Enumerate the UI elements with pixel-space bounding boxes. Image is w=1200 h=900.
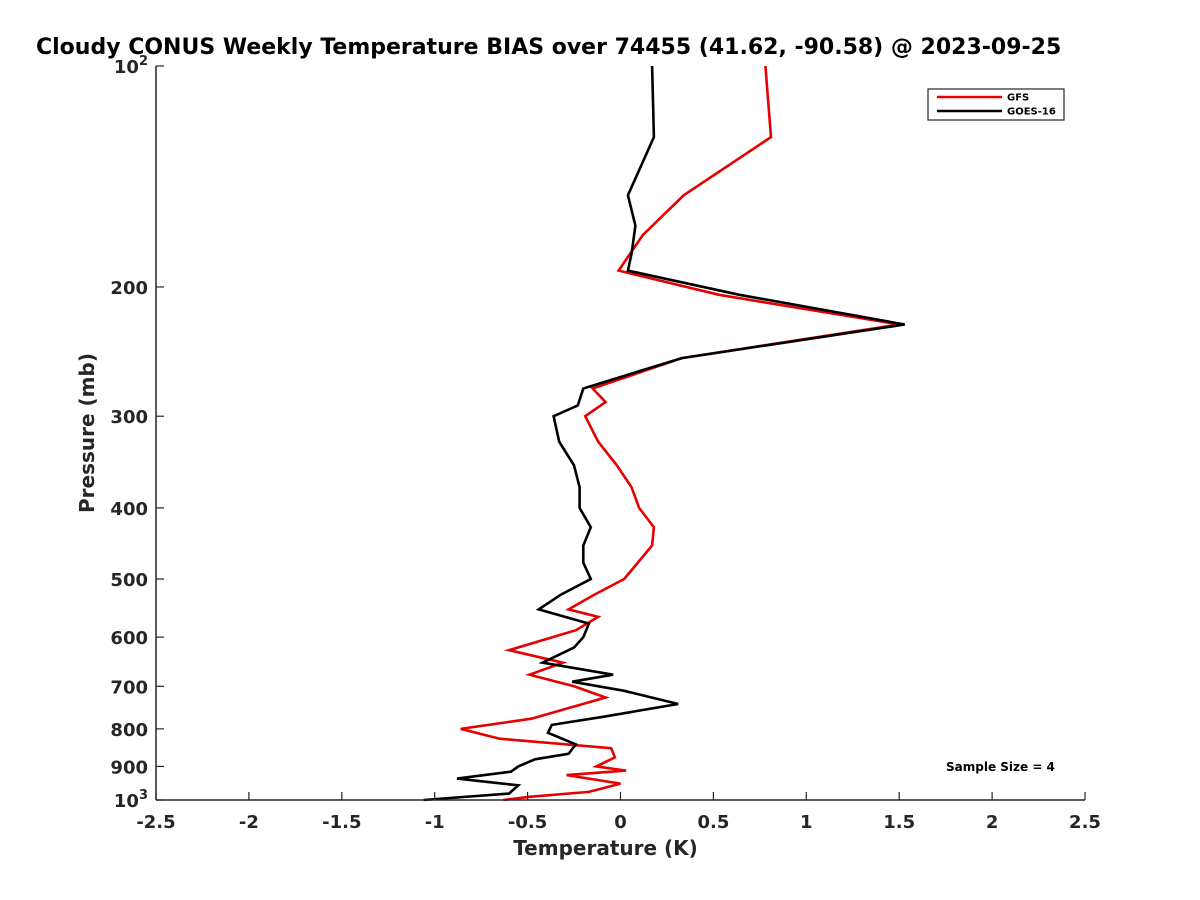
x-tick-label: 2.5 xyxy=(1069,812,1101,833)
sample-size-annotation: Sample Size = 4 xyxy=(946,760,1055,774)
legend-box xyxy=(927,88,1065,121)
y-tick-label: 800 xyxy=(110,720,148,741)
y-tick-label: 900 xyxy=(110,757,148,778)
x-tick-label: -0.5 xyxy=(508,812,547,833)
x-tick-label: -2.5 xyxy=(136,812,175,833)
series-line-gfs xyxy=(460,65,900,802)
series-layer xyxy=(423,65,906,802)
y-tick-label: 700 xyxy=(110,677,148,698)
series-line-goes-16 xyxy=(423,65,906,802)
x-axis-label: Temperature (K) xyxy=(513,836,698,860)
x-tick-label: 0 xyxy=(614,812,627,833)
legend: GFS GOES-16 xyxy=(927,88,1065,121)
y-tick-label: 300 xyxy=(110,407,148,428)
x-tick-label: -1.5 xyxy=(322,812,361,833)
y-tick-label: 200 xyxy=(110,278,148,299)
x-tick-label: 2 xyxy=(986,812,999,833)
y-tick-label: 400 xyxy=(110,499,148,520)
x-tick-label: 0.5 xyxy=(697,812,729,833)
x-tick-label: 1 xyxy=(800,812,813,833)
y-tick-label: 600 xyxy=(110,628,148,649)
chart-title: Cloudy CONUS Weekly Temperature BIAS ove… xyxy=(36,35,1061,60)
y-tick-label: 103 xyxy=(114,788,148,812)
y-tick-label: 102 xyxy=(114,54,148,78)
axes: -2.5 -2 -1.5 -1 -0.5 0 0.5 1 1.5 2 2.5 102 200 300 400… xyxy=(110,54,1101,833)
y-axis-label: Pressure (mb) xyxy=(75,353,99,513)
legend-label: GOES-16 xyxy=(1007,107,1056,118)
x-tick-label: -1 xyxy=(425,812,445,833)
x-tick-label: 1.5 xyxy=(883,812,915,833)
y-tick-label: 500 xyxy=(110,570,148,591)
legend-label: GFS xyxy=(1007,93,1029,104)
x-tick-label: -2 xyxy=(239,812,259,833)
